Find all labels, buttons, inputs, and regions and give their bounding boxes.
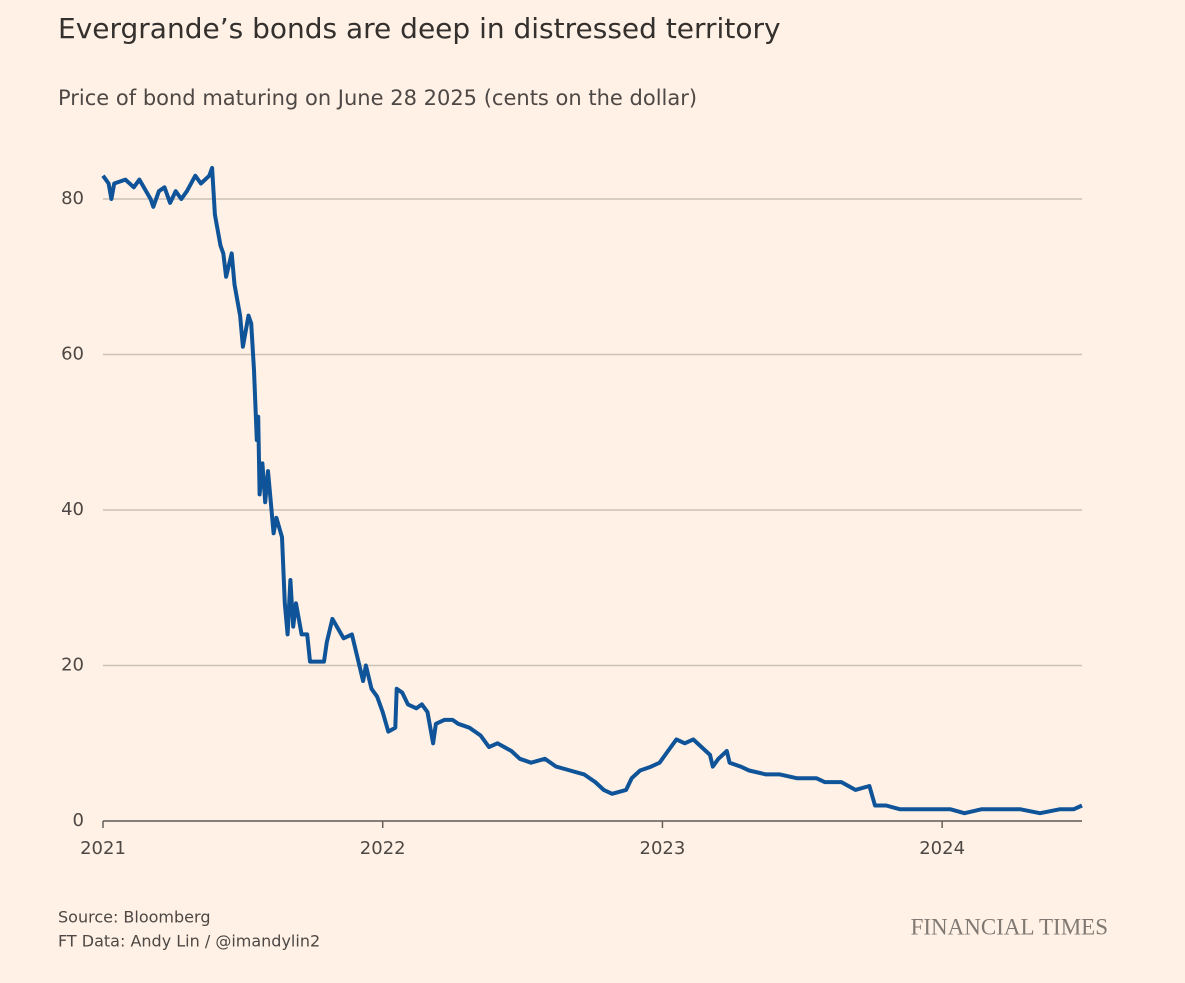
brand-logo: FINANCIAL TIMES [911,914,1108,939]
x-tick-label: 2024 [919,838,965,859]
source: Source: Bloomberg [58,908,210,927]
y-tick-label: 0 [73,810,84,831]
credit: FT Data: Andy Lin / @imandylin2 [58,932,320,951]
y-tick-label: 80 [61,188,84,209]
y-tick-label: 40 [61,499,84,520]
chart-subtitle: Price of bond maturing on June 28 2025 (… [58,86,697,110]
y-tick-label: 60 [61,344,84,365]
y-tick-label: 20 [61,655,84,676]
line-series [101,165,1083,816]
x-tick-label: 2021 [80,838,126,859]
x-tick-label: 2022 [360,838,406,859]
x-tick-label: 2023 [640,838,686,859]
chart-title: Evergrande’s bonds are deep in distresse… [58,12,781,45]
